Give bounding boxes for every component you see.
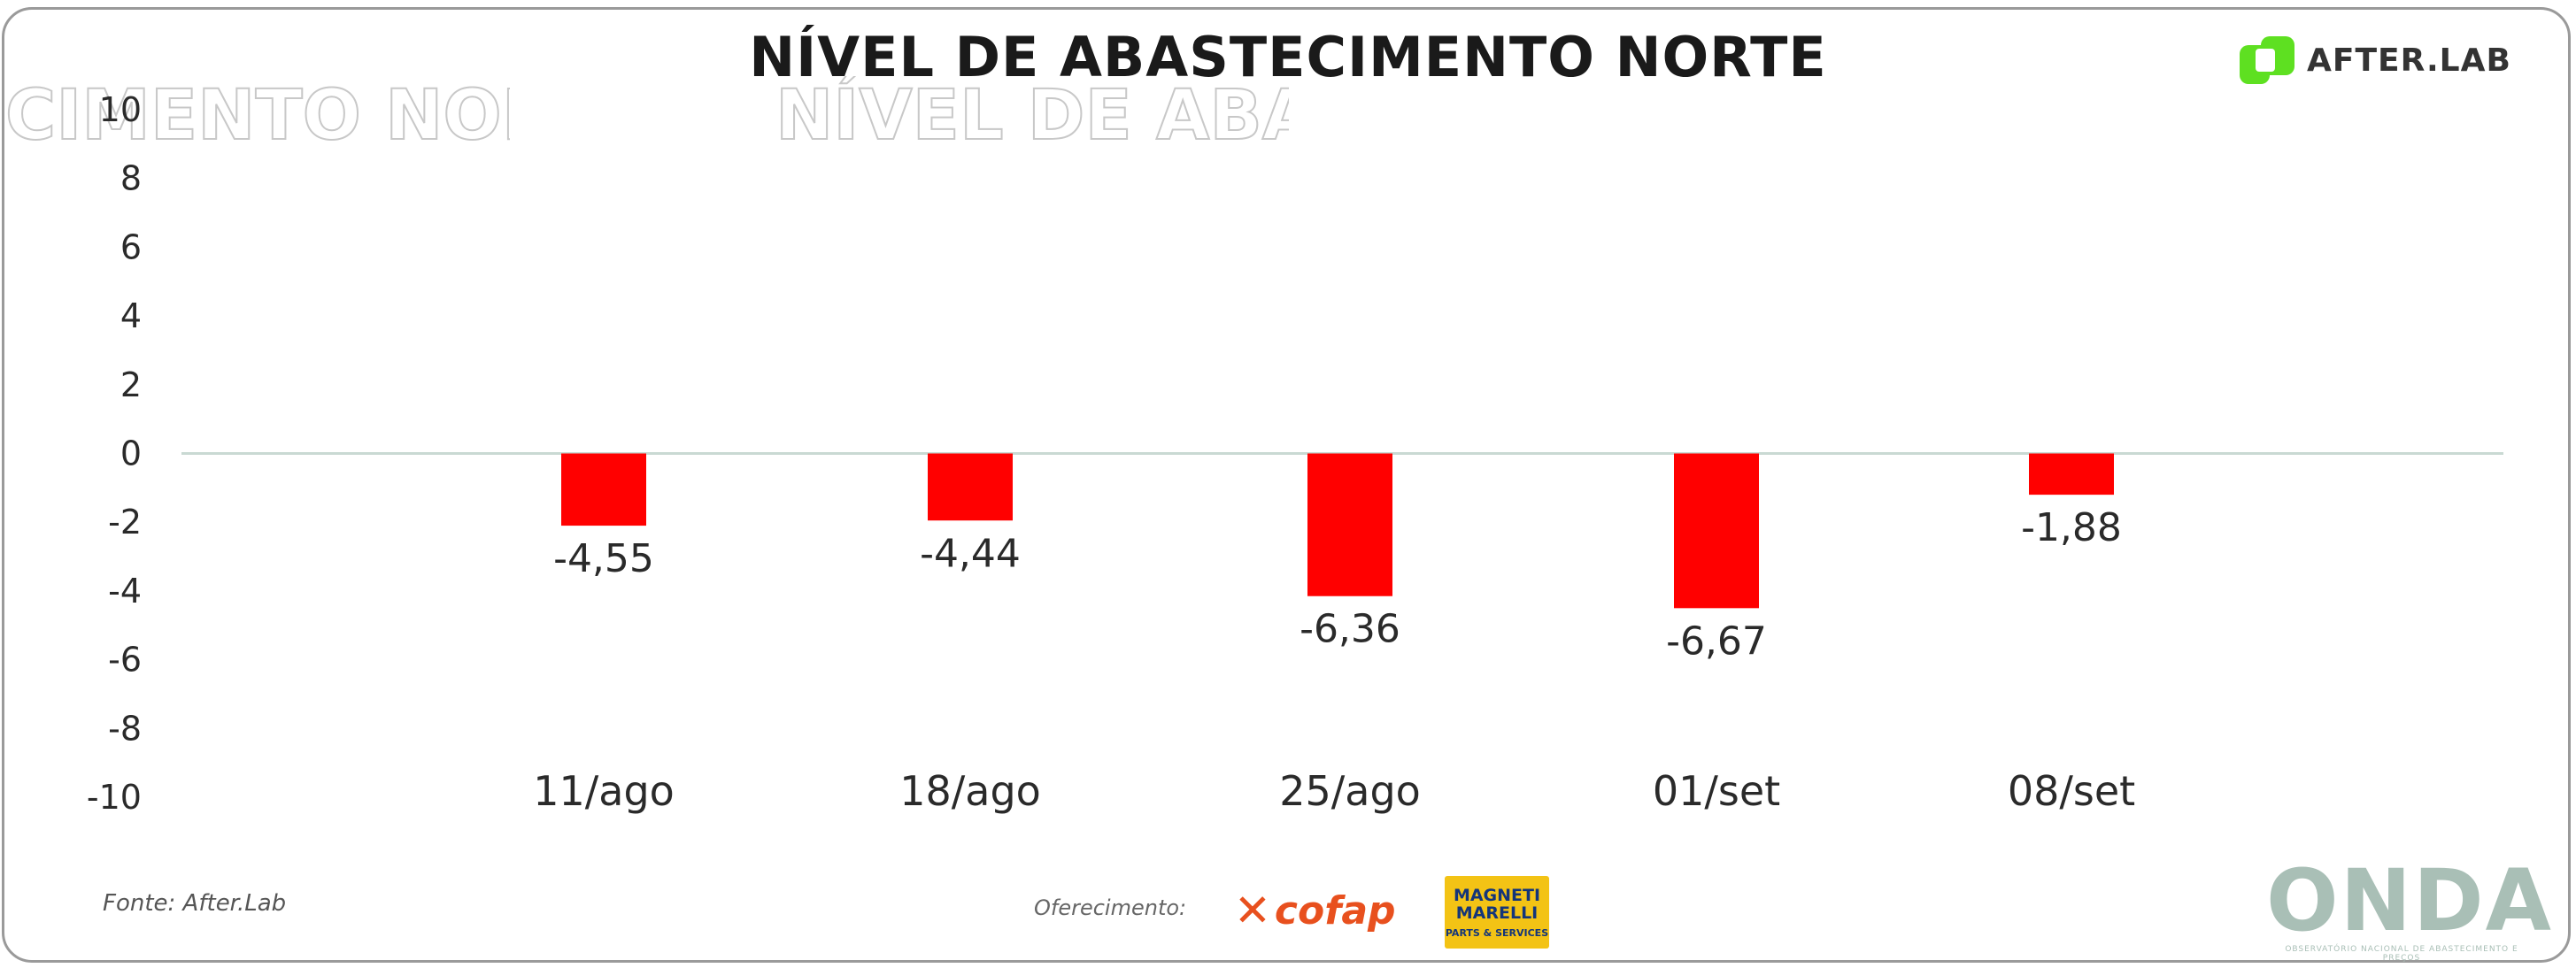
cofap-logo: ✕ cofap xyxy=(1234,885,1396,936)
bar xyxy=(2029,453,2114,496)
chart-frame xyxy=(2,7,2571,963)
y-tick-label: -6 xyxy=(108,641,142,680)
bar-series xyxy=(561,453,2114,609)
data-labels: -4,55 -4,44 -6,36 -6,67 -1,88 xyxy=(553,505,2122,664)
x-tick-label: 11/ago xyxy=(533,767,675,815)
data-label: -6,36 xyxy=(1300,607,1400,652)
y-axis-ticks: 10 8 6 4 2 0 -2 -4 -6 -8 -10 xyxy=(87,90,142,817)
y-tick-label: 8 xyxy=(120,159,142,198)
bar xyxy=(1674,453,1759,609)
afterlab-wordmark: AFTER.LAB xyxy=(2307,42,2511,79)
onda-wordmark: ONDA xyxy=(2266,851,2553,950)
onda-logo: ONDA OBSERVATÓRIO NACIONAL DE ABASTECIME… xyxy=(2266,851,2553,963)
y-tick-label: -8 xyxy=(108,709,142,748)
ghost-title-left: CIMENTO NORTE xyxy=(5,76,510,156)
bar xyxy=(928,453,1013,521)
bar xyxy=(1307,453,1392,596)
afterlab-logo: AFTER.LAB xyxy=(2240,35,2511,85)
magneti-marelli-logo: MAGNETI MARELLI PARTS & SERVICES xyxy=(1445,876,1549,949)
y-tick-label: -2 xyxy=(108,503,142,542)
cofap-x-icon: ✕ xyxy=(1234,885,1271,936)
y-tick-label: 10 xyxy=(99,90,142,129)
magneti-marelli-wordmark: MAGNETI MARELLI xyxy=(1453,885,1541,923)
x-tick-label: 25/ago xyxy=(1279,767,1421,815)
y-tick-label: -10 xyxy=(87,778,142,817)
y-tick-label: 0 xyxy=(120,434,142,473)
x-axis-labels: 11/ago 18/ago 25/ago 01/set 08/set xyxy=(533,767,2135,815)
data-label: -4,44 xyxy=(920,531,1021,576)
magneti-marelli-tagline: PARTS & SERVICES xyxy=(1445,926,1549,939)
afterlab-mark-icon xyxy=(2240,36,2294,84)
chart-title: NÍVEL DE ABASTECIMENTO NORTE xyxy=(749,25,1827,89)
x-tick-label: 18/ago xyxy=(899,767,1041,815)
y-tick-label: 4 xyxy=(120,296,142,335)
sponsor-label: Oferecimento: xyxy=(1034,895,1187,920)
y-tick-label: -4 xyxy=(108,572,142,611)
data-label: -1,88 xyxy=(2021,505,2122,550)
bar xyxy=(561,453,646,526)
ghost-title-mid: NÍVEL DE ABASTE xyxy=(775,76,1289,156)
x-tick-label: 08/set xyxy=(2008,767,2135,815)
onda-tagline: OBSERVATÓRIO NACIONAL DE ABASTECIMENTO E… xyxy=(2285,945,2518,963)
cofap-wordmark: cofap xyxy=(1274,887,1396,933)
x-tick-label: 01/set xyxy=(1653,767,1780,815)
source-note: Fonte: After.Lab xyxy=(103,890,287,917)
data-label: -6,67 xyxy=(1666,618,1767,664)
data-label: -4,55 xyxy=(553,536,654,581)
y-tick-label: 2 xyxy=(120,365,142,404)
y-tick-label: 6 xyxy=(120,227,142,266)
